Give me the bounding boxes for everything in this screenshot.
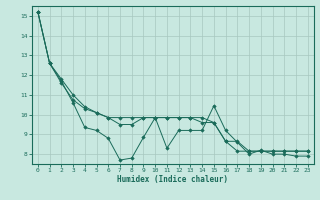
X-axis label: Humidex (Indice chaleur): Humidex (Indice chaleur): [117, 175, 228, 184]
